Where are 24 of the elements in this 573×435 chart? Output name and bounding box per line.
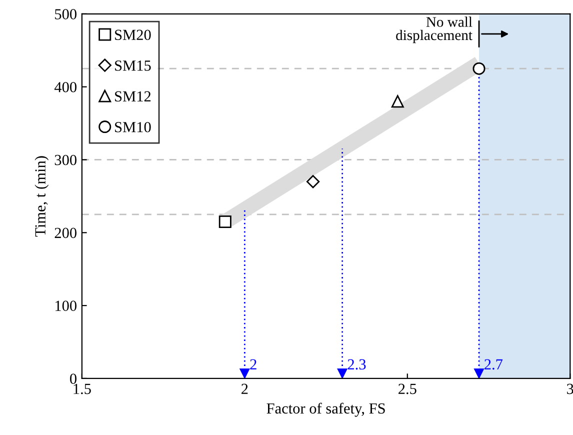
ref-line-label: 2 bbox=[250, 359, 256, 370]
y-tick-label: 0 bbox=[70, 374, 76, 384]
legend-label: SM15 bbox=[115, 60, 151, 71]
y-tick-label: 400 bbox=[54, 82, 76, 92]
y-axis-title: Time, t (min) bbox=[34, 156, 49, 237]
y-tick-label: 500 bbox=[55, 9, 76, 20]
x-tick-label: 2.5 bbox=[398, 384, 416, 394]
ref-line-label: 2.7 bbox=[484, 359, 503, 370]
x-tick-label: 2 bbox=[242, 384, 248, 394]
y-tick-label: 200 bbox=[54, 228, 76, 238]
x-tick-label: 3 bbox=[567, 384, 573, 394]
point bbox=[391, 95, 404, 108]
legend-label: SM20 bbox=[115, 30, 151, 40]
point bbox=[218, 215, 232, 228]
y-tick-label: 100 bbox=[56, 300, 76, 311]
x-tick-label: 1.5 bbox=[74, 384, 91, 394]
point bbox=[306, 175, 320, 188]
legend-label: SM12 bbox=[115, 91, 151, 102]
legend-label: SM10 bbox=[115, 122, 151, 132]
annotation: No wall displacement bbox=[396, 16, 472, 44]
ref-line-label: 2.3 bbox=[348, 359, 366, 370]
y-tick-label: 300 bbox=[54, 154, 76, 166]
x-axis-title: Factor of safety, FS bbox=[266, 402, 385, 417]
point bbox=[472, 62, 486, 75]
